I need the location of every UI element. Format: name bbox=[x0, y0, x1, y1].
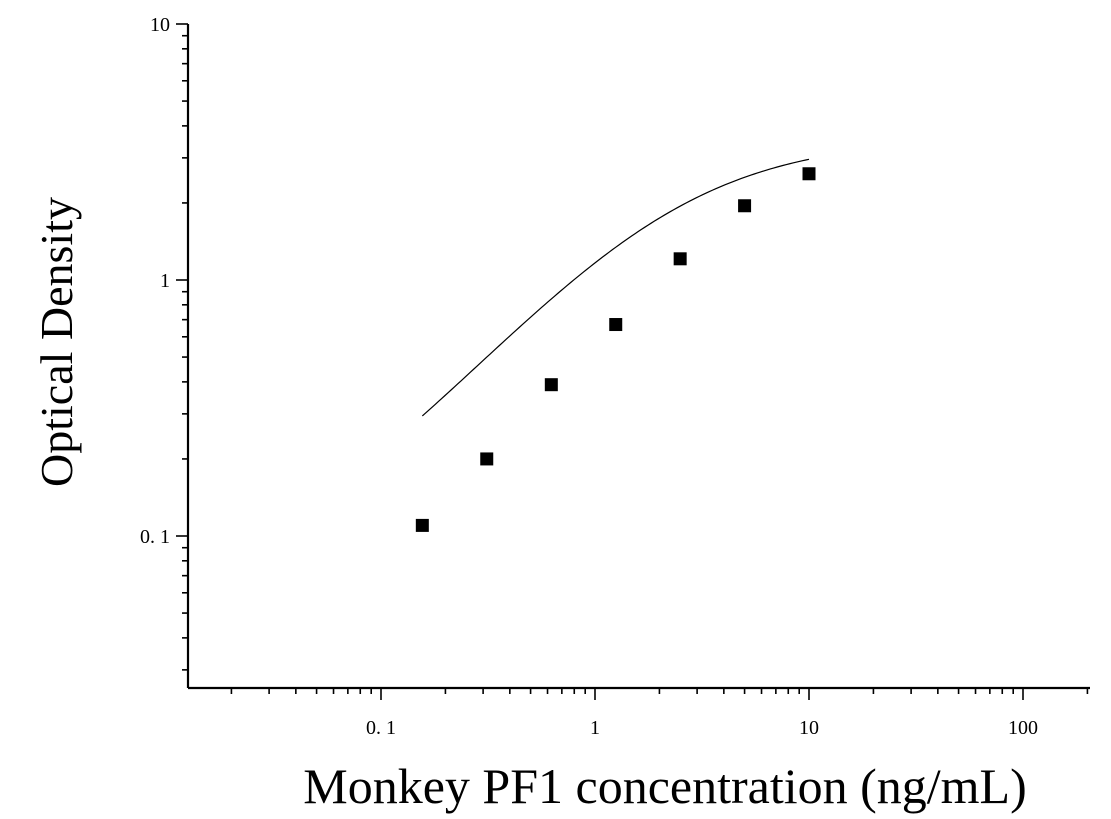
y-tick-label: 0. 1 bbox=[140, 526, 170, 548]
x-tick-label: 0. 1 bbox=[366, 717, 396, 739]
y-tick-label: 1 bbox=[160, 270, 170, 292]
data-point bbox=[480, 452, 494, 466]
ticks bbox=[176, 23, 1089, 700]
data-point bbox=[544, 378, 558, 392]
x-axis-title: Monkey PF1 concentration (ng/mL) bbox=[303, 758, 1027, 814]
data-points bbox=[415, 167, 816, 532]
x-tick-label: 1 bbox=[590, 717, 600, 739]
fit-curve bbox=[421, 158, 810, 417]
x-tick-label: 100 bbox=[1008, 717, 1038, 739]
y-tick-label: 10 bbox=[150, 14, 170, 36]
data-point bbox=[802, 167, 816, 181]
data-point bbox=[738, 199, 752, 213]
data-point bbox=[415, 518, 429, 532]
axes bbox=[186, 24, 1090, 690]
x-tick-label: 10 bbox=[799, 717, 819, 739]
tick-labels: 0. 1 1 10 100 0. 1 1 10 bbox=[140, 14, 1038, 739]
data-point bbox=[609, 318, 623, 332]
y-axis-title: Optical Density bbox=[31, 197, 82, 487]
data-point bbox=[673, 252, 687, 266]
